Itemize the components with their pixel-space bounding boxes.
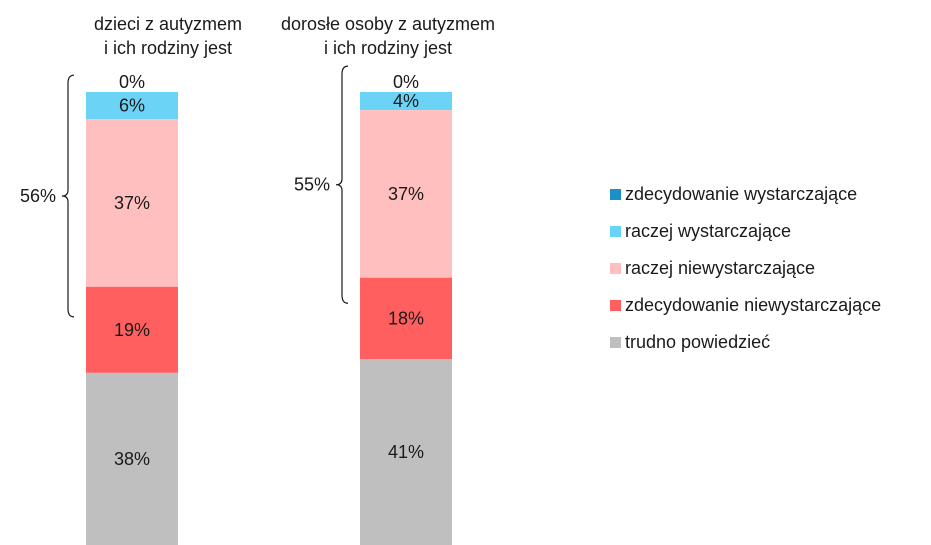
legend-label: zdecydowanie wystarczające (625, 184, 858, 204)
legend-swatch (610, 300, 621, 311)
data-label: 0% (393, 72, 419, 92)
legend-swatch (610, 189, 621, 200)
bar-segment (86, 92, 178, 120)
legend-label: raczej niewystarczające (625, 258, 816, 278)
data-label: 38% (114, 449, 150, 469)
legend-label: raczej wystarczające (625, 221, 792, 241)
bar-segment (360, 110, 452, 278)
legend-item: zdecydowanie niewystarczające (610, 287, 881, 324)
category-title: i ich rodziny jest (324, 38, 452, 58)
bracket-label: 56% (20, 186, 56, 206)
bar-segment (86, 286, 178, 373)
data-label: 4% (393, 91, 419, 111)
bracket-label: 55% (294, 175, 330, 195)
data-label: 6% (119, 96, 145, 116)
legend-label: trudno powiedzieć (625, 332, 771, 352)
data-label: 0% (119, 72, 145, 92)
legend-swatch (610, 226, 621, 237)
bracket (335, 65, 349, 304)
category-title: dzieci z autyzmem (94, 14, 242, 34)
legend-label: zdecydowanie niewystarczające (625, 295, 882, 315)
category-title: i ich rodziny jest (104, 38, 232, 58)
bar-segment (360, 359, 452, 545)
bar-segment (86, 372, 178, 545)
legend-item: raczej niewystarczające (610, 250, 881, 287)
chart-legend: zdecydowanie wystarczające raczej wystarc… (610, 176, 881, 361)
legend-item: trudno powiedzieć (610, 324, 881, 361)
bar-segment (360, 277, 452, 360)
data-label: 19% (114, 320, 150, 340)
data-label: 37% (388, 184, 424, 204)
data-label: 37% (114, 193, 150, 213)
legend-item: raczej wystarczające (610, 213, 881, 250)
data-label: 41% (388, 442, 424, 462)
bar-segment (86, 119, 178, 287)
legend-swatch (610, 337, 621, 348)
data-label: 18% (388, 309, 424, 329)
legend-item: zdecydowanie wystarczające (610, 176, 881, 213)
bracket (61, 74, 75, 318)
bar-segment (360, 92, 452, 111)
legend-swatch (610, 263, 621, 274)
category-title: dorosłe osoby z autyzmem (281, 14, 495, 34)
